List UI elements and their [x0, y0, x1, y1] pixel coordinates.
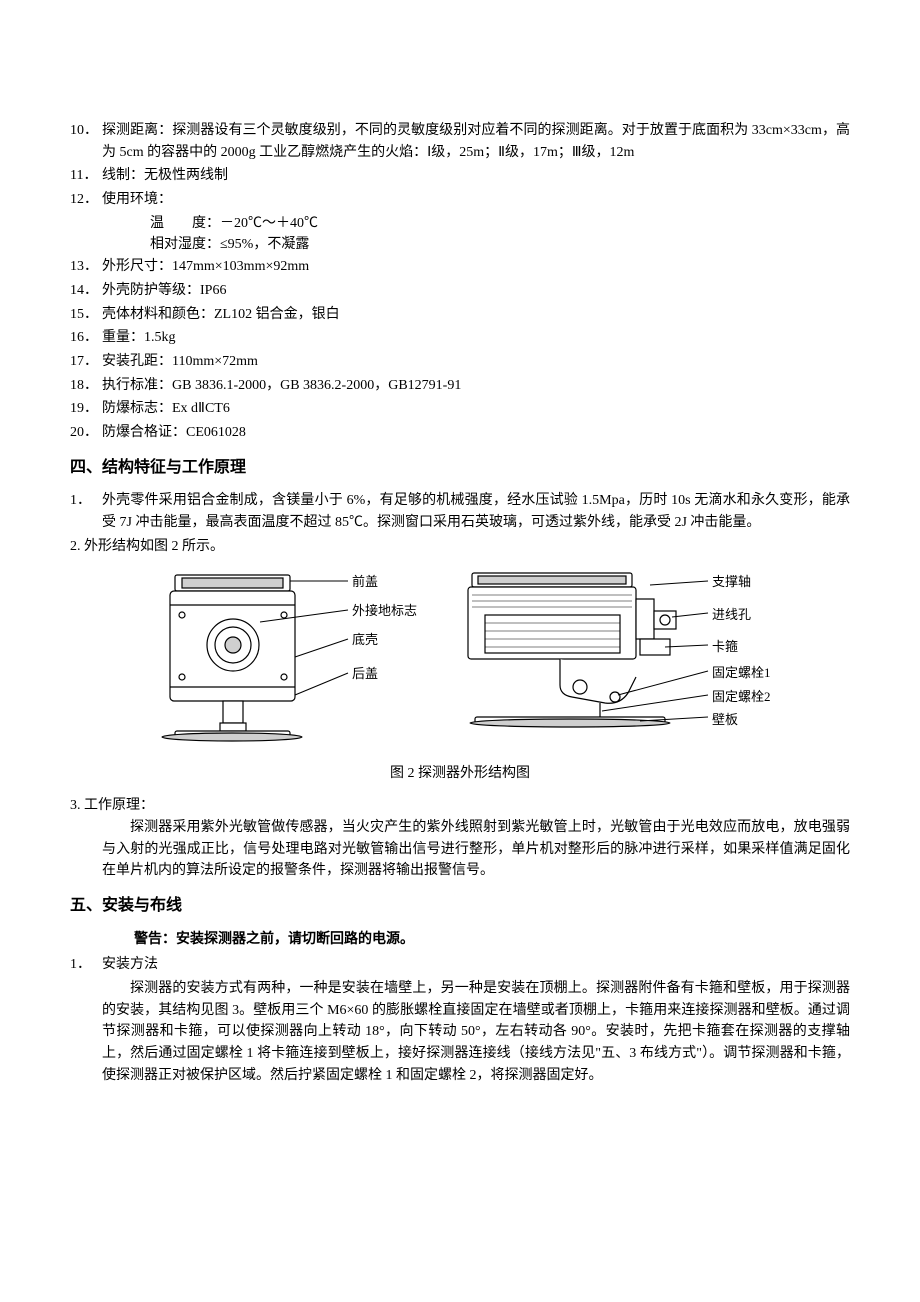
- label-bolt2: 固定螺栓2: [712, 687, 771, 707]
- label-bottom-shell: 底壳: [352, 630, 378, 650]
- sec5-item-1: 1． 安装方法: [70, 954, 850, 976]
- spec-item-13: 13．外形尺寸：147mm×103mm×92mm: [70, 256, 850, 278]
- section-5-heading: 五、安装与布线: [70, 894, 850, 919]
- spec-item-16: 16．重量：1.5kg: [70, 327, 850, 349]
- spec-item-15: 15．壳体材料和颜色：ZL102 铝合金，银白: [70, 304, 850, 326]
- sec4-item-1: 1． 外壳零件采用铝合金制成，含镁量小于 6%，有足够的机械强度，经水压试验 1…: [70, 490, 850, 533]
- sec4-item-2: 2. 外形结构如图 2 所示。: [70, 536, 850, 558]
- sec4-item-3: 3. 工作原理：: [70, 795, 850, 817]
- fig2-left-svg: [130, 567, 430, 757]
- section-4-heading: 四、结构特征与工作原理: [70, 456, 850, 481]
- sec4-item-3-body: 探测器采用紫外光敏管做传感器，当火灾产生的紫外线照射到紫光敏管上时，光敏管由于光…: [102, 817, 850, 882]
- fig2-right-svg: [460, 567, 790, 757]
- spec-item-18: 18．执行标准：GB 3836.1-2000，GB 3836.2-2000，GB…: [70, 375, 850, 397]
- spec-item-11: 11．线制：无极性两线制: [70, 165, 850, 187]
- sec5-warning: 警告：安装探测器之前，请切断回路的电源。: [134, 929, 850, 951]
- spec-item-12: 12．使用环境：: [70, 189, 850, 211]
- env-humid: 相对湿度：≤95%，不凝露: [150, 234, 850, 256]
- spec-item-14: 14．外壳防护等级：IP66: [70, 280, 850, 302]
- label-bolt1: 固定螺栓1: [712, 663, 771, 683]
- label-front-cover: 前盖: [352, 572, 378, 592]
- figure-2-caption: 图 2 探测器外形结构图: [70, 763, 850, 785]
- sec5-item-1-body: 探测器的安装方式有两种，一种是安装在墙壁上，另一种是安装在顶棚上。探测器附件备有…: [102, 978, 850, 1086]
- spec-item-17: 17．安装孔距：110mm×72mm: [70, 351, 850, 373]
- spec-item-20: 20．防爆合格证：CE061028: [70, 422, 850, 444]
- label-back-cover: 后盖: [352, 664, 378, 684]
- spec-item-10: 10．探测距离：探测器设有三个灵敏度级别，不同的灵敏度级别对应着不同的探测距离。…: [70, 120, 850, 163]
- label-wall-plate: 壁板: [712, 710, 738, 730]
- label-support-axis: 支撑轴: [712, 572, 751, 592]
- label-inlet-hole: 进线孔: [712, 605, 751, 625]
- label-ground-mark: 外接地标志: [352, 601, 417, 621]
- figure-2: 前盖 外接地标志 底壳 后盖: [130, 567, 790, 757]
- label-clamp: 卡箍: [712, 637, 738, 657]
- spec-item-19: 19．防爆标志：Ex dⅡCT6: [70, 398, 850, 420]
- env-temp: 温 度：－20℃～＋40℃: [150, 213, 850, 235]
